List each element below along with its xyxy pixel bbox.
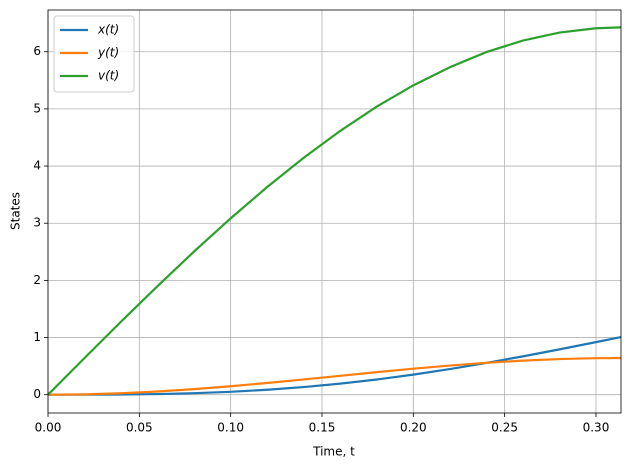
line-series bbox=[47, 336, 622, 396]
legend-label: v(t) bbox=[98, 69, 119, 83]
x-tick-label: 0.05 bbox=[126, 421, 153, 435]
y-tick-label: 0 bbox=[33, 387, 41, 401]
legend-label: y(t) bbox=[97, 46, 119, 60]
plot-frame bbox=[47, 9, 622, 414]
x-tick-label: 0.10 bbox=[217, 421, 244, 435]
x-tick-label: 0.25 bbox=[491, 421, 518, 435]
y-tick-label: 2 bbox=[33, 273, 41, 287]
legend-box bbox=[53, 15, 135, 93]
x-tick-label: 0.30 bbox=[583, 421, 610, 435]
line-series bbox=[47, 356, 622, 396]
x-tick-label: 0.15 bbox=[309, 421, 336, 435]
y-tick-label: 6 bbox=[33, 44, 41, 58]
y-tick-label: 3 bbox=[33, 216, 41, 230]
x-tick-label: 0.00 bbox=[35, 421, 62, 435]
x-axis-label: Time, t bbox=[312, 445, 355, 459]
y-tick-label: 4 bbox=[33, 159, 41, 173]
y-tick-label: 5 bbox=[33, 101, 41, 115]
y-axis-label: States bbox=[9, 192, 23, 230]
y-tick-label: 1 bbox=[33, 330, 41, 344]
x-tick-label: 0.20 bbox=[400, 421, 427, 435]
legend-label: x(t) bbox=[97, 23, 119, 37]
line-series bbox=[47, 26, 622, 396]
